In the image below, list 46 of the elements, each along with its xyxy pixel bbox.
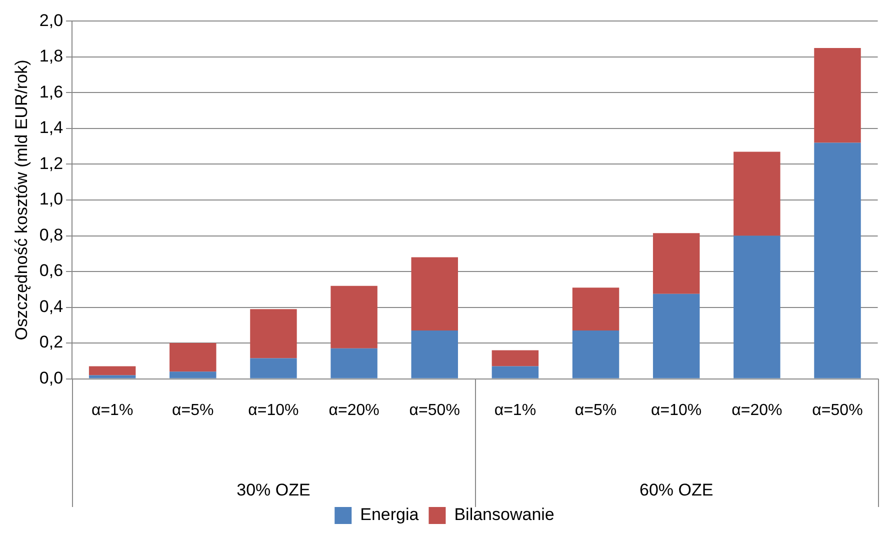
y-tick-label: 1,6 — [39, 82, 64, 102]
bar — [411, 330, 458, 378]
x-tick-label: α=10% — [248, 402, 299, 419]
bar — [492, 350, 539, 366]
legend-label: Energia — [360, 505, 420, 524]
bar — [652, 294, 700, 378]
x-tick-label: α=1% — [494, 402, 536, 419]
bar — [814, 142, 861, 378]
legend-label: Bilansowanie — [454, 505, 554, 524]
y-tick-label: 0,8 — [39, 225, 64, 244]
bar — [411, 257, 458, 331]
y-tick-label: 2,0 — [39, 10, 64, 30]
bar — [572, 288, 620, 331]
y-axis-title: Oszczędność kosztów (mld EUR/rok) — [12, 60, 31, 340]
bar — [734, 152, 780, 236]
y-tick-label: 1,2 — [39, 154, 64, 173]
x-tick-label: α=20% — [328, 402, 380, 419]
bar — [170, 372, 216, 378]
x-tick-label: α=50% — [812, 402, 863, 419]
x-tick-label: α=20% — [732, 402, 782, 419]
bar — [652, 233, 700, 294]
x-tick-label: α=5% — [172, 402, 214, 419]
bar — [330, 286, 378, 348]
bar — [88, 366, 136, 376]
y-tick-label: 0,6 — [39, 261, 64, 280]
y-tick-label: 0,4 — [39, 296, 64, 316]
bar — [492, 366, 539, 378]
x-tick-label: α=1% — [91, 402, 134, 419]
y-tick-label: 0,2 — [39, 332, 64, 352]
bar — [572, 330, 620, 378]
bar — [330, 348, 378, 378]
y-tick-label: 0,0 — [39, 368, 64, 388]
x-tick-label: α=10% — [651, 402, 702, 419]
bar — [734, 236, 780, 378]
bar — [88, 375, 136, 378]
y-tick-label: 1,0 — [39, 190, 64, 209]
x-tick-label: α=50% — [409, 402, 460, 419]
bar — [250, 358, 297, 378]
bar — [250, 309, 297, 358]
y-tick-label: 1,8 — [39, 46, 64, 66]
bar — [170, 343, 216, 372]
text: 60% OZE — [639, 480, 714, 500]
y-tick-label: 1,4 — [39, 118, 64, 138]
bar — [814, 48, 861, 143]
text: 30% OZE — [236, 480, 310, 500]
x-tick-label: α=5% — [574, 402, 617, 419]
